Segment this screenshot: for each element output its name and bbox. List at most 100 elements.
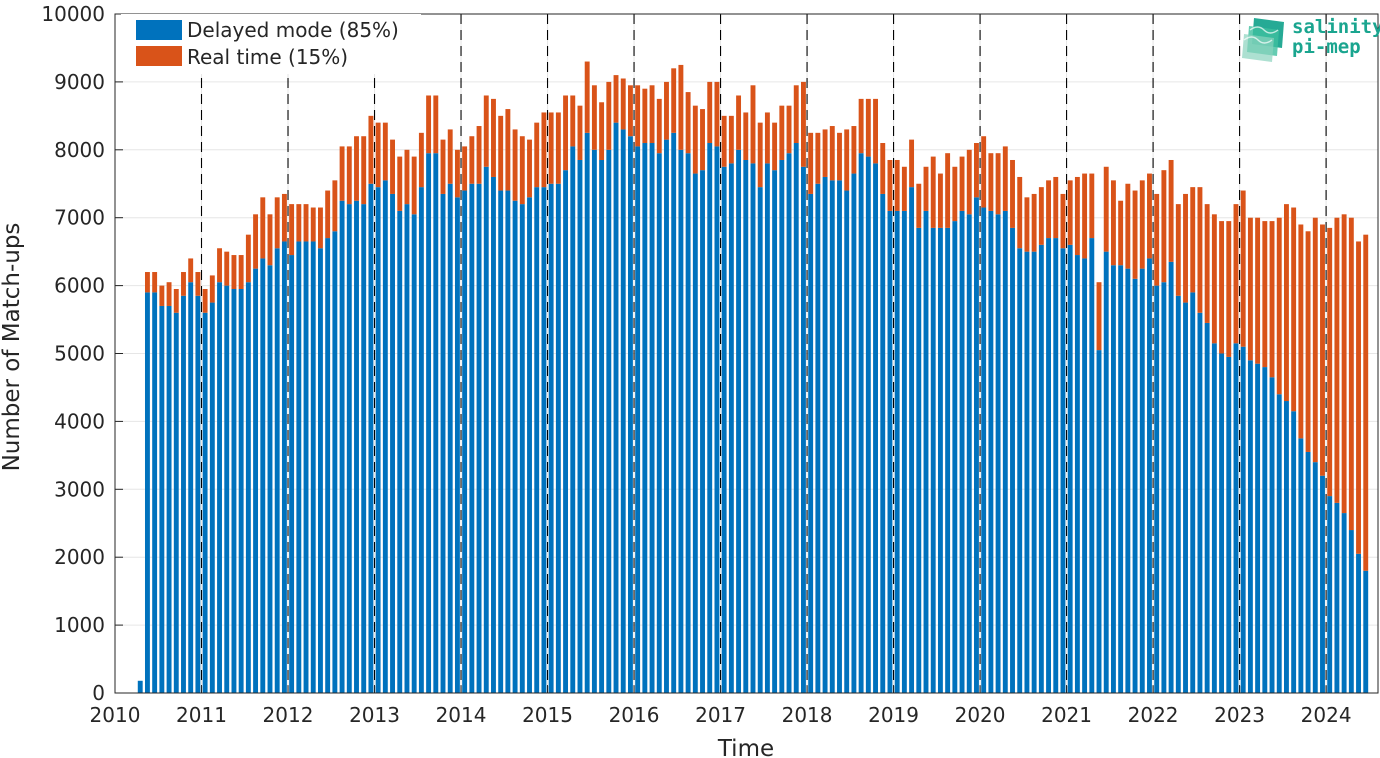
bar-real-time xyxy=(1103,166,1109,252)
bar-delayed-mode xyxy=(1161,282,1167,693)
bar-real-time xyxy=(1226,221,1232,357)
bar-delayed-mode xyxy=(1255,363,1261,693)
bar-real-time xyxy=(1348,217,1354,531)
bar-real-time xyxy=(1139,180,1145,269)
bar-delayed-mode xyxy=(440,193,446,693)
bar-delayed-mode xyxy=(137,680,143,693)
bar-delayed-mode xyxy=(462,190,468,694)
bar-real-time xyxy=(195,272,201,296)
bar-delayed-mode xyxy=(332,231,338,693)
x-axis-title: Time xyxy=(717,736,774,758)
bar-real-time xyxy=(217,248,222,283)
bar-delayed-mode xyxy=(368,183,374,693)
bar-delayed-mode xyxy=(591,149,597,694)
bar-delayed-mode xyxy=(173,312,179,693)
bar-real-time xyxy=(656,98,662,154)
x-tick-label: 2016 xyxy=(609,703,660,727)
x-tick-label: 2012 xyxy=(263,703,314,727)
bar-delayed-mode xyxy=(606,149,612,694)
bar-real-time xyxy=(1118,200,1124,266)
bar-delayed-mode xyxy=(959,210,965,693)
bar-delayed-mode xyxy=(498,190,504,694)
bar-real-time xyxy=(181,272,186,296)
bar-real-time xyxy=(1197,187,1203,313)
bar-delayed-mode xyxy=(772,170,778,694)
bar-real-time xyxy=(1363,234,1369,571)
bar-delayed-mode xyxy=(995,214,1001,693)
bar-delayed-mode xyxy=(1038,244,1044,694)
bar-delayed-mode xyxy=(779,159,785,694)
bar-real-time xyxy=(952,166,958,222)
bar-delayed-mode xyxy=(1341,513,1347,693)
bar-delayed-mode xyxy=(1110,265,1116,693)
bar-real-time xyxy=(375,122,381,188)
x-tick-label: 2015 xyxy=(522,703,573,727)
bar-real-time xyxy=(1031,193,1037,252)
bar-delayed-mode xyxy=(966,214,972,693)
bar-delayed-mode xyxy=(1312,462,1318,693)
bar-delayed-mode xyxy=(577,159,583,694)
y-tick-label: 5000 xyxy=(54,342,105,366)
bar-real-time xyxy=(1060,193,1066,249)
bar-delayed-mode xyxy=(858,153,864,693)
bar-real-time xyxy=(671,68,677,133)
year-dashed-lines xyxy=(200,14,1327,693)
bar-delayed-mode xyxy=(635,146,641,693)
bar-real-time xyxy=(289,204,295,256)
bar-delayed-mode xyxy=(1327,496,1333,693)
bar-real-time xyxy=(1147,173,1152,259)
bar-delayed-mode xyxy=(865,156,871,694)
bar-real-time xyxy=(714,81,720,147)
bar-real-time xyxy=(166,282,172,306)
bar-delayed-mode xyxy=(534,187,540,693)
bar-real-time xyxy=(822,129,828,177)
y-tick-label: 1000 xyxy=(54,613,105,637)
bar-delayed-mode xyxy=(613,122,619,693)
bar-delayed-mode xyxy=(916,227,922,693)
bar-delayed-mode xyxy=(1276,394,1282,693)
y-tick-label: 10000 xyxy=(41,2,105,26)
bar-delayed-mode xyxy=(1348,530,1354,693)
bar-real-time xyxy=(159,285,165,306)
bar-real-time xyxy=(873,98,878,164)
bar-real-time xyxy=(779,105,785,160)
bar-delayed-mode xyxy=(1089,238,1095,693)
bar-delayed-mode xyxy=(1053,238,1059,693)
bar-delayed-mode xyxy=(1024,251,1030,693)
bar-real-time xyxy=(397,156,403,211)
bar-delayed-mode xyxy=(1363,570,1369,693)
bar-real-time xyxy=(591,85,597,150)
bar-delayed-mode xyxy=(253,268,259,694)
bar-real-time xyxy=(1168,159,1174,262)
bar-delayed-mode xyxy=(296,241,302,693)
bar-delayed-mode xyxy=(1247,360,1253,693)
bar-real-time xyxy=(627,85,633,137)
bar-delayed-mode xyxy=(988,210,994,693)
bar-real-time xyxy=(685,92,691,154)
bar-delayed-mode xyxy=(736,149,742,694)
bar-real-time xyxy=(1154,193,1160,286)
bar-delayed-mode xyxy=(1154,285,1160,693)
bar-real-time xyxy=(894,159,900,211)
bar-delayed-mode xyxy=(678,149,684,694)
bar-real-time xyxy=(1356,241,1361,554)
bar-delayed-mode xyxy=(519,204,525,693)
bar-delayed-mode xyxy=(1284,401,1289,693)
x-tick-label: 2010 xyxy=(90,703,141,727)
bar-real-time xyxy=(1082,173,1088,259)
bar-delayed-mode xyxy=(808,193,814,693)
bar-real-time xyxy=(260,197,266,259)
bar-real-time xyxy=(635,85,641,147)
bar-real-time xyxy=(757,122,763,188)
bar-delayed-mode xyxy=(1183,302,1188,693)
bar-delayed-mode xyxy=(822,176,828,693)
bar-real-time xyxy=(620,78,626,130)
bar-real-time xyxy=(678,64,684,150)
bar-delayed-mode xyxy=(1262,367,1268,693)
bar-real-time xyxy=(736,95,742,150)
bar-delayed-mode xyxy=(1125,268,1131,694)
bar-real-time xyxy=(707,81,713,144)
bar-real-time xyxy=(887,159,893,211)
bar-delayed-mode xyxy=(764,163,770,693)
bar-real-time xyxy=(599,102,605,160)
